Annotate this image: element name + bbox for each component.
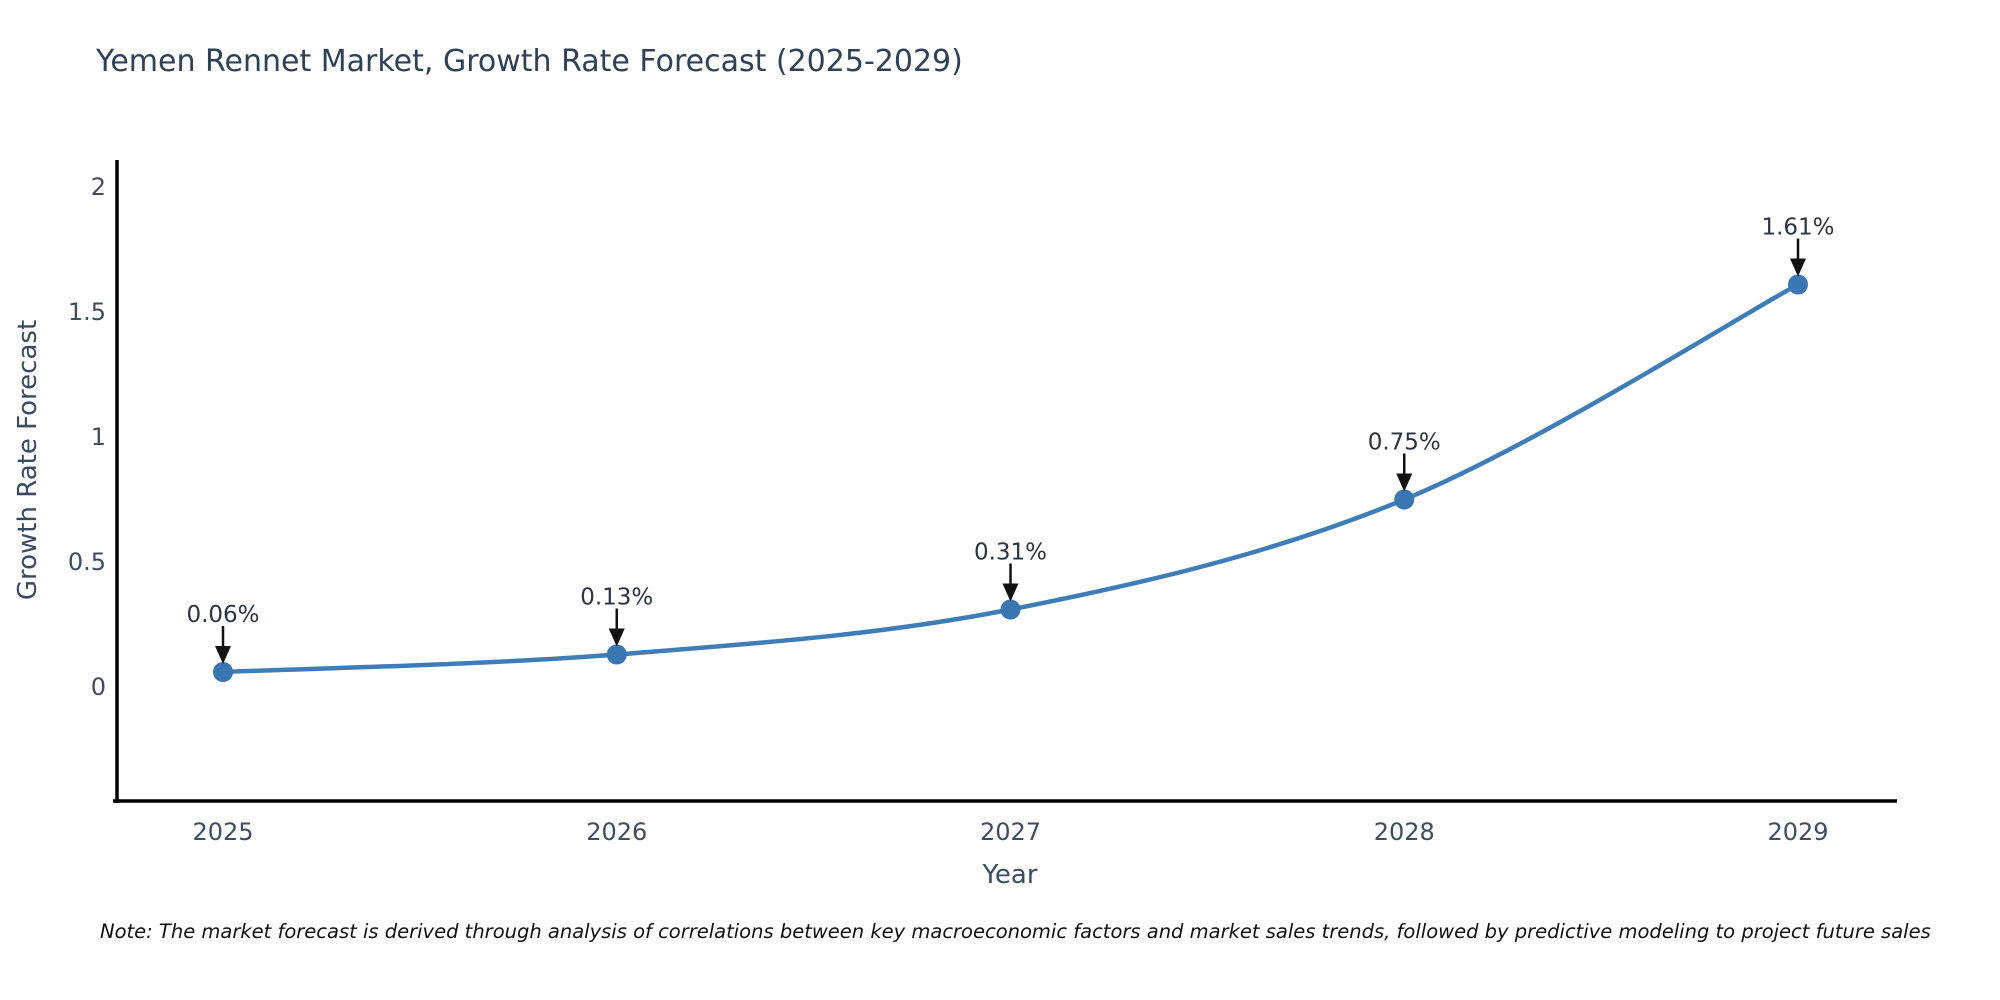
y-tick-label: 2	[91, 173, 106, 201]
y-tick-label: 0.5	[68, 548, 106, 576]
annotation-label: 0.75%	[1368, 430, 1441, 456]
y-tick-label: 1.5	[68, 298, 106, 326]
data-point	[213, 662, 233, 682]
data-point	[606, 644, 627, 665]
y-tick-label: 1	[91, 423, 106, 451]
x-tick-label: 2026	[586, 818, 647, 846]
annotation-label: 0.06%	[186, 602, 259, 628]
annotation-label: 1.61%	[1761, 215, 1834, 241]
annotation-arrowhead	[1396, 473, 1413, 492]
data-point	[1788, 274, 1808, 295]
x-tick-label: 2029	[1767, 818, 1828, 846]
annotation-arrowhead	[608, 628, 625, 647]
annotation-arrowhead	[1790, 258, 1806, 277]
x-tick-label: 2025	[192, 818, 253, 846]
annotation-arrowhead	[1002, 583, 1019, 602]
chart-title: Yemen Rennet Market, Growth Rate Forecas…	[96, 44, 963, 79]
x-tick-label: 2027	[980, 818, 1041, 846]
annotation-arrowhead	[215, 646, 231, 664]
x-axis-title: Year	[982, 860, 1038, 890]
data-point	[1394, 489, 1415, 510]
y-tick-label: 0	[91, 673, 106, 701]
footnote: Note: The market forecast is derived thr…	[100, 920, 1931, 943]
annotation-label: 0.13%	[580, 585, 653, 611]
annotation-label: 0.31%	[974, 540, 1047, 566]
data-point	[1000, 599, 1021, 620]
x-tick-label: 2028	[1374, 818, 1435, 846]
